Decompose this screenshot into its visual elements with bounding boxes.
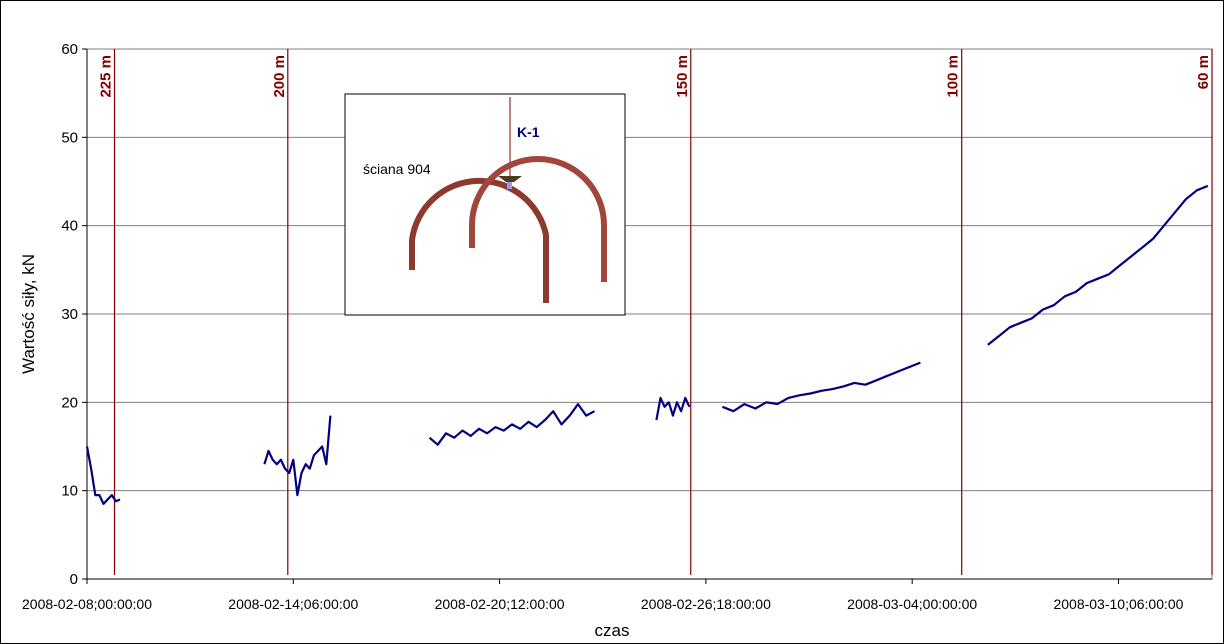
y-tick-label: 50 (61, 129, 78, 146)
probe (498, 176, 522, 182)
plot-area: 0 10 20 30 40 50 60 2008-02-08;00:00:00 2008-02-… (22, 41, 1213, 612)
inset-frame (344, 93, 626, 316)
x-tick-label: 2008-02-08;00:00:00 (22, 596, 152, 612)
y-axis-label: Wartość siły, kN (19, 254, 38, 374)
probe-sensor (507, 182, 512, 189)
x-tick-label: 2008-02-20;12:00:00 (435, 596, 565, 612)
wall-label: ściana 904 (363, 161, 431, 177)
x-axis-label: czas (595, 621, 630, 640)
distance-label: 150 m (674, 55, 691, 98)
y-tick-label: 30 (61, 306, 78, 323)
distance-label: 60 m (1195, 55, 1212, 89)
y-tick-label: 60 (61, 41, 78, 58)
x-tick-label: 2008-02-14;06:00:00 (228, 596, 358, 612)
distance-label: 225 m (98, 55, 115, 98)
inset: K-1 ściana 904 (344, 93, 626, 316)
y-tick-label: 40 (61, 218, 78, 235)
distance-label: 100 m (945, 55, 962, 98)
arch (469, 156, 607, 282)
data-line (85, 184, 1209, 505)
arch (409, 177, 549, 303)
x-tick-label: 2008-03-04;00:00:00 (847, 596, 977, 612)
x-tick-label: 2008-02-26;18:00:00 (641, 596, 771, 612)
x-tick-label: 2008-03-10;06:00:00 (1053, 596, 1183, 612)
y-tick-label: 20 (61, 394, 78, 411)
y-tick-label: 0 (70, 571, 78, 588)
distance-label: 200 m (271, 55, 288, 98)
y-tick-label: 10 (61, 483, 78, 500)
probe-label: K-1 (517, 124, 540, 140)
